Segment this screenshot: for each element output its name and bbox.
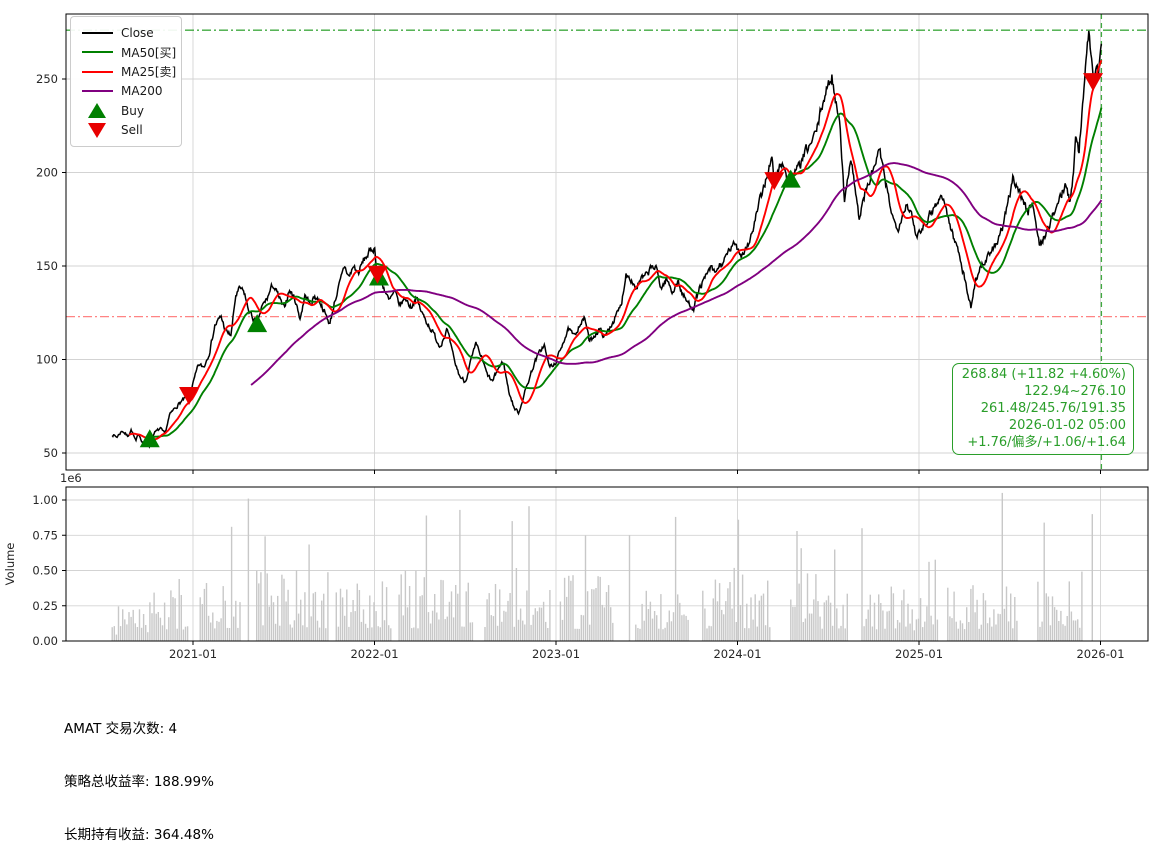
price-tick-label: 150: [36, 259, 58, 273]
info-signal: +1.76/偏多/+1.06/+1.64: [967, 435, 1126, 450]
gridlines: [66, 14, 1148, 642]
buy-triangle-icon: [88, 103, 106, 119]
date-tick-label: 2023-01: [532, 647, 580, 661]
legend-item-ma25: MA25[卖]: [80, 62, 177, 82]
summary-strategy-return: 策略总收益率: 188.99%: [64, 773, 214, 790]
volume-tick-label: 0.50: [32, 564, 58, 578]
legend-item-ma200: MA200: [80, 82, 173, 102]
date-tick-label: 2025-01: [895, 647, 943, 661]
quote-info-box: 268.84 (+11.82 +4.60%) 122.94~276.10 261…: [951, 363, 1134, 455]
legend-item-sell: Sell: [80, 121, 173, 141]
price-tick-label: 250: [36, 72, 58, 86]
legend-item-close: Close: [80, 23, 173, 43]
volume-tick-label: 1.00: [32, 493, 58, 507]
ma25-line: [128, 59, 1103, 441]
price-tick-label: 50: [43, 446, 58, 460]
ma25-line-swatch: [81, 70, 113, 73]
legend-label-buy: Buy: [121, 103, 144, 118]
volume-tick-label: 0.00: [32, 634, 58, 648]
close-line-swatch: [81, 31, 113, 34]
volume-axis-label: Volume: [3, 543, 17, 586]
summary-trades-count: AMAT 交易次数: 4: [64, 721, 178, 738]
buy-marker: [139, 429, 160, 448]
date-tick-label: 2022-01: [350, 647, 398, 661]
info-last-price: 268.84 (+11.82 +4.60%): [961, 367, 1126, 382]
ma50-line-swatch: [81, 51, 113, 54]
legend-label-ma25: MA25[卖]: [121, 65, 177, 80]
sell-marker: [367, 265, 388, 284]
summary-hold-return: 长期持有收益: 364.48%: [64, 826, 214, 843]
sell-marker: [764, 172, 785, 191]
legend-label-ma200: MA200: [121, 84, 163, 99]
ma200-line-swatch: [81, 90, 113, 93]
buy-marker: [780, 169, 801, 188]
sell-triangle-icon: [88, 122, 106, 138]
date-tick-label: 2024-01: [713, 647, 761, 661]
legend-label-close: Close: [121, 25, 154, 40]
volume-tick-label: 0.25: [32, 599, 58, 613]
sell-marker: [1083, 73, 1104, 92]
ma200-line: [250, 162, 1103, 386]
sell-marker: [179, 387, 200, 406]
info-datetime: 2026-01-02 05:00: [1008, 418, 1126, 433]
ma50-line: [146, 107, 1103, 438]
date-tick-label: 2026-01: [1076, 647, 1124, 661]
price-volume-chart: 50 100 150 200 250 0.00 0.25 0.50 0.75 1.00 2021-0…: [3, 13, 1149, 661]
buy-marker: [247, 314, 268, 333]
price-tick-label: 100: [36, 353, 58, 367]
legend-item-buy: Buy: [80, 101, 173, 121]
volume-plot-frame: [65, 486, 1149, 642]
volume-tick-label: 0.75: [32, 528, 58, 542]
legend-label-sell: Sell: [121, 123, 143, 138]
volume-bars: [111, 492, 1093, 642]
date-tick-label: 2021-01: [169, 647, 217, 661]
legend-label-ma50: MA50[买]: [121, 45, 177, 60]
axis-labels: 50 100 150 200 250 0.00 0.25 0.50 0.75 1.00 2021-0…: [3, 72, 1125, 661]
volume-offset-label: 1e6: [60, 471, 82, 485]
strategy-summary: AMAT 交易次数: 4 策略总收益率: 188.99% 长期持有收益: 364…: [64, 686, 510, 855]
price-tick-label: 200: [36, 166, 58, 180]
legend-item-ma50: MA50[买]: [80, 43, 177, 63]
info-range: 122.94~276.10: [1024, 384, 1126, 399]
info-ma-values: 261.48/245.76/191.35: [980, 401, 1126, 416]
main-plot-frame: [65, 13, 1149, 471]
chart-legend: Close MA50[买] MA25[卖] MA200 Buy Sell: [70, 16, 182, 147]
